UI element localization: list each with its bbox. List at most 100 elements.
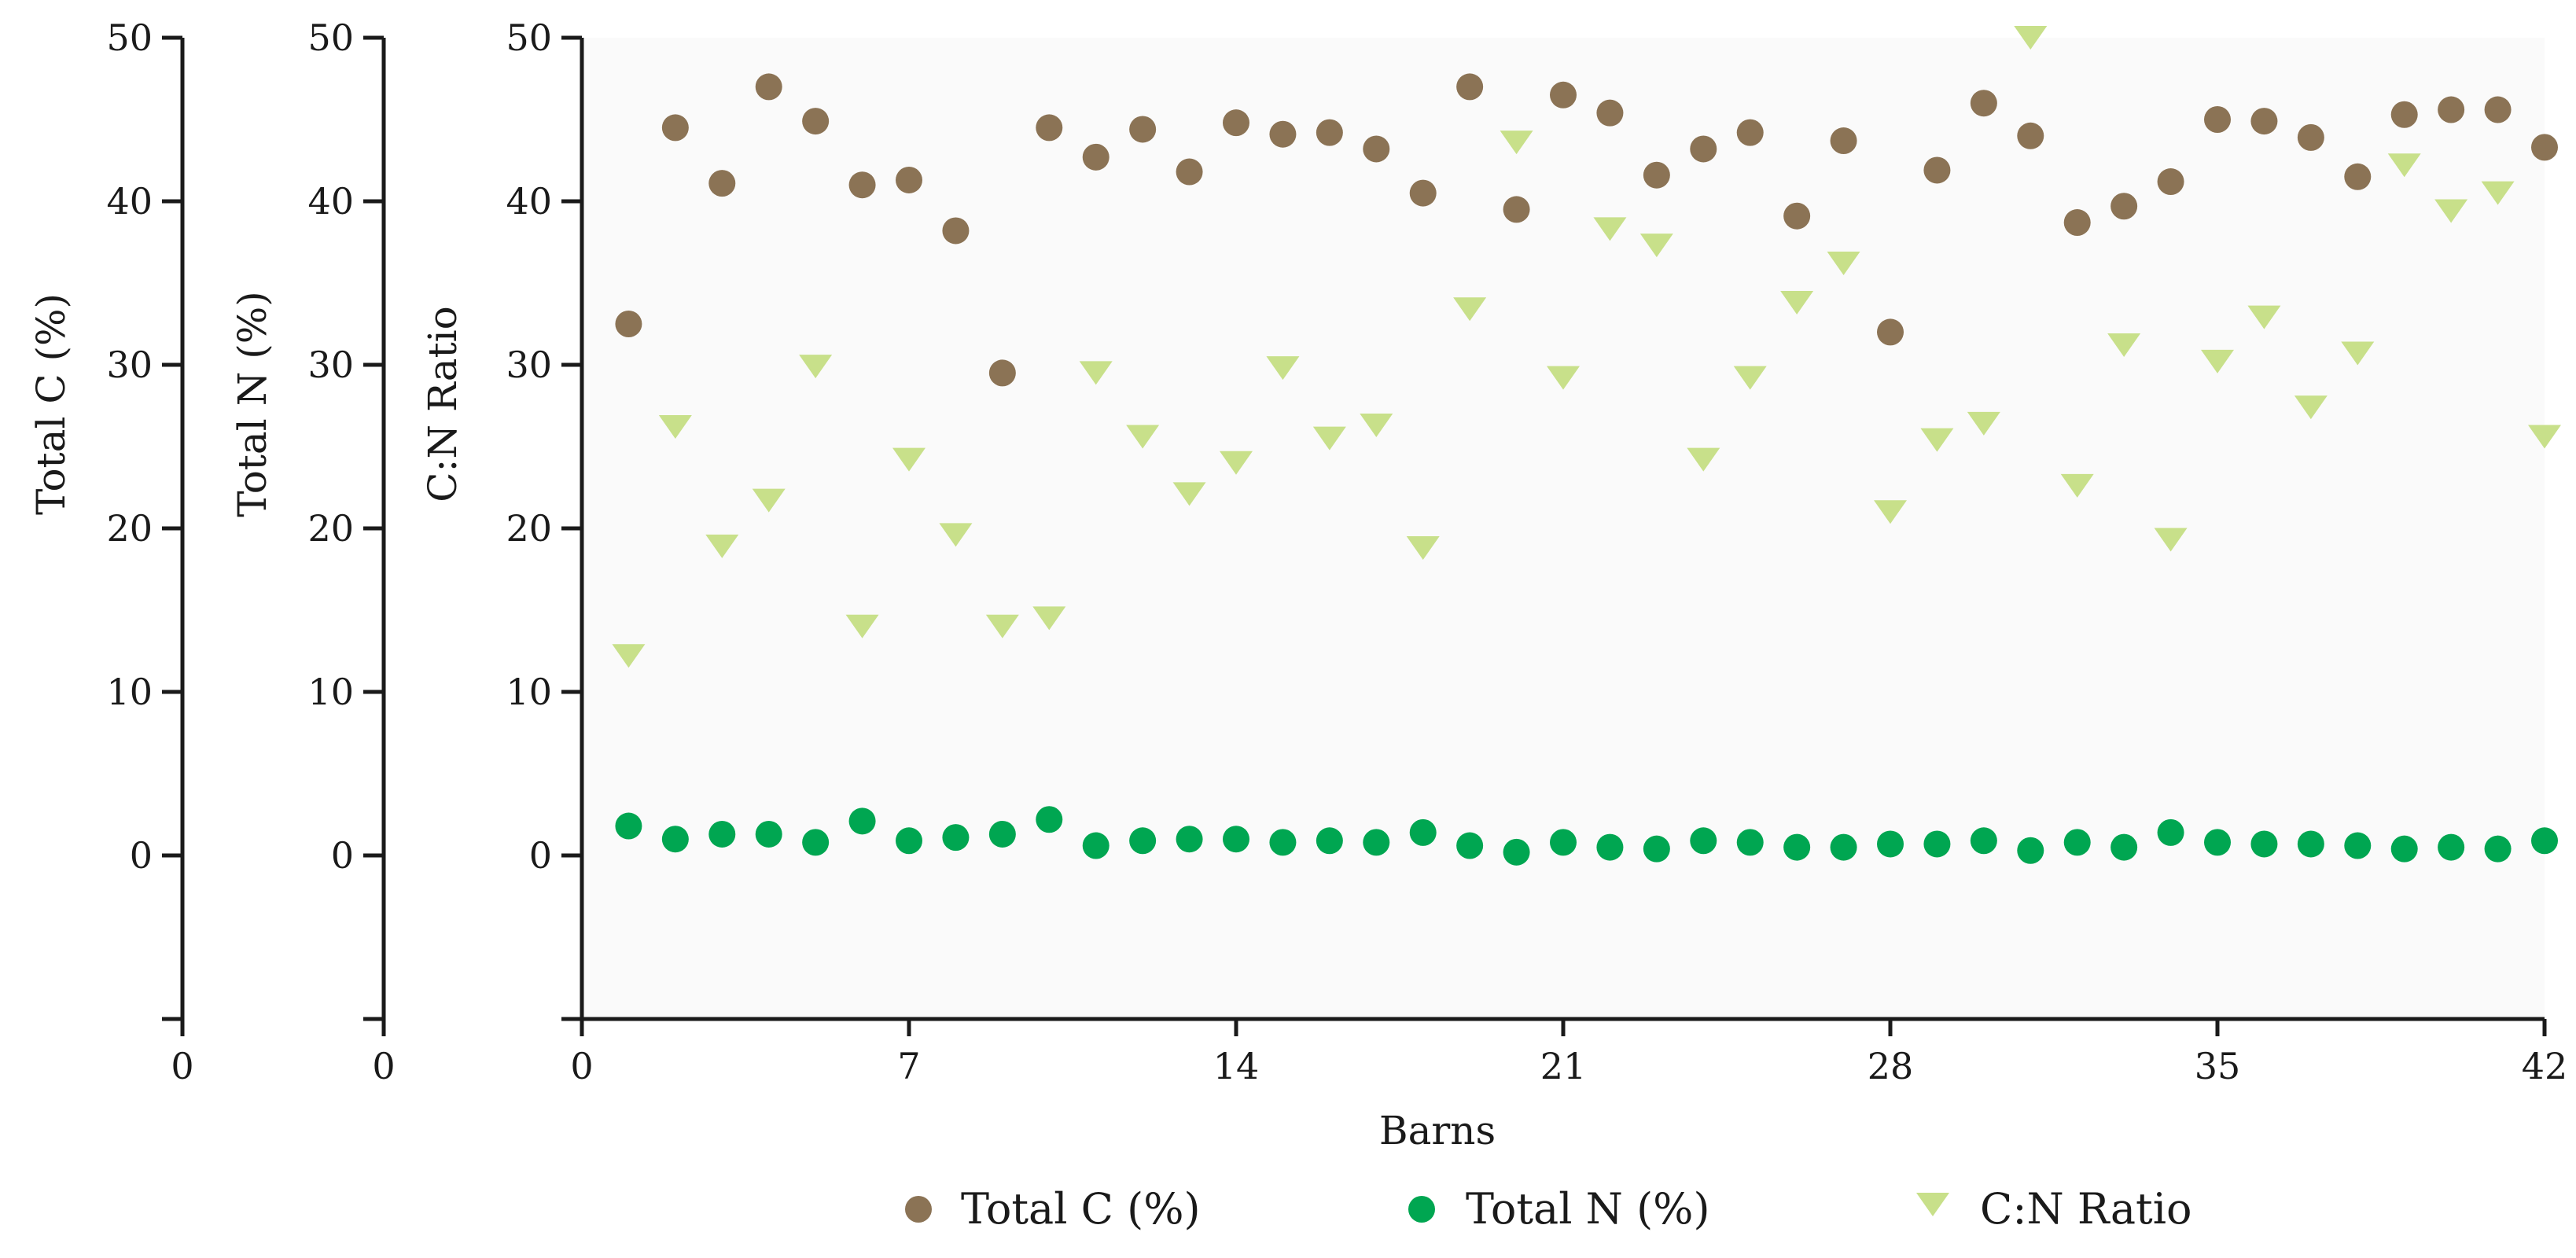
total_n-point (708, 820, 736, 848)
total_c-point (2017, 122, 2044, 149)
cn_ratio-point (1967, 411, 2000, 436)
total_n-point (896, 827, 922, 855)
legend-item-total_n: Total N (%) (1408, 1184, 1710, 1234)
total_n-point (1503, 838, 1530, 866)
total_c-point (2204, 106, 2231, 133)
total_n-point (2438, 833, 2465, 861)
total_c-point (1363, 135, 1390, 163)
cn_ratio-point (799, 355, 833, 379)
total_c-point (1316, 119, 1343, 146)
total_n-point (802, 829, 830, 856)
cn_ratio-point (892, 447, 926, 472)
cn_ratio-point (2341, 341, 2375, 366)
total_c-point (2063, 209, 2091, 237)
x-tick-label: 7 (897, 1045, 920, 1087)
total_c-point (2484, 96, 2512, 123)
cn_ratio-point (1266, 356, 1300, 381)
total_n-point (2484, 835, 2512, 863)
cn_ratio-point (1360, 413, 1393, 437)
cn_ratio-point (985, 614, 1019, 638)
y-tick-label: 50 (506, 17, 552, 59)
cn_ratio-point (1312, 426, 1346, 451)
total_n-point (1223, 826, 1249, 853)
total_c-point (848, 171, 876, 199)
cn_ratio-point (2247, 305, 2281, 329)
cn_ratio-point (1593, 217, 1627, 241)
cn_ratio-point (1827, 252, 1860, 276)
y-tick-label: 30 (506, 344, 552, 386)
cn_ratio-point (845, 614, 879, 638)
cn_ratio-point (1733, 366, 1767, 390)
series-total_n (615, 806, 2558, 866)
x-tick-label: 14 (1213, 1045, 1260, 1087)
cn_ratio-point (1032, 606, 1066, 631)
cn_ratio-point (1126, 425, 1160, 449)
total_c-point (1176, 158, 1203, 186)
x-axis: 0 7 14 21 28 35 42 Barns (570, 1017, 2567, 1153)
cn_ratio-point (1453, 297, 1487, 322)
total_c-point (1643, 161, 1670, 189)
y-axis-total_n: 0 10 20 30 40 50 0 Total N (%) (230, 17, 396, 1087)
y-tick-label: 50 (307, 17, 354, 59)
total_n-point (1456, 832, 1484, 859)
total_n-point (1036, 806, 1063, 833)
total_c-point (1036, 114, 1063, 142)
total_n-point (661, 826, 689, 853)
cn_ratio-point (1079, 361, 1113, 385)
total_n-point (1129, 827, 1157, 855)
legend-marker-total_c (905, 1196, 932, 1223)
plot-background (582, 38, 2545, 1019)
cn_ratio-point (2481, 181, 2515, 205)
total_c-point (1877, 318, 1904, 346)
total_n-point (942, 824, 970, 852)
total_c-point (1269, 120, 1297, 148)
y-axis-total_c: 0 10 20 30 40 50 0 Total C (%) (28, 17, 194, 1087)
total_c-point (1923, 156, 1951, 184)
cn_ratio-point (612, 644, 646, 668)
y-tick-label: 30 (106, 344, 153, 386)
y-tick-label: 10 (506, 671, 552, 713)
y-tick-label: 20 (307, 507, 354, 550)
cn_ratio-point (2014, 26, 2048, 50)
y-tick-label: 0 (331, 834, 354, 877)
y-tick-label: 0 (130, 834, 153, 877)
legend-marker-total_n (1408, 1196, 1435, 1223)
cn_ratio-point (2060, 473, 2094, 498)
data-points-group (612, 26, 2561, 866)
y-tick-label: 0 (529, 834, 552, 877)
total_c-point (1223, 109, 1249, 137)
cn_ratio-point (1547, 366, 1580, 390)
cn_ratio-point (1220, 451, 1253, 475)
legend-label-total_c: Total C (%) (961, 1184, 1201, 1234)
total_n-point (2110, 833, 2138, 861)
total_n-point (1596, 833, 1624, 861)
total_c-point (615, 311, 642, 337)
total_n-point (1830, 833, 1857, 861)
legend-item-cn_ratio: C:N Ratio (1916, 1184, 2192, 1234)
total_n-point (2531, 827, 2558, 855)
cn_ratio-point (2387, 153, 2421, 178)
total_n-point (1363, 829, 1390, 856)
total_c-point (802, 108, 830, 135)
total_c-point (1596, 99, 1624, 127)
cn_ratio-point (2528, 425, 2561, 449)
total_c-point (2110, 193, 2138, 220)
total_n-point (1082, 832, 1110, 859)
total_n-point (1877, 830, 1904, 858)
total_c-point (1970, 90, 1997, 117)
total_c-point (1690, 135, 1717, 163)
y-axis-cn_ratio: 0 10 20 30 40 50 C:N Ratio (420, 17, 584, 1036)
total_c-point (1736, 119, 1764, 146)
total_n-point (988, 820, 1016, 848)
total_c-point (1783, 202, 1811, 230)
x-tick-label: 21 (1540, 1045, 1587, 1087)
total_n-point (1269, 829, 1297, 856)
series-cn_ratio (612, 26, 2561, 668)
cn_ratio-point (1687, 447, 1720, 472)
cn_ratio-point (1639, 234, 1673, 258)
y-tick-label: 40 (307, 180, 354, 223)
legend-label-cn_ratio: C:N Ratio (1980, 1184, 2192, 1234)
total_n-point (615, 812, 642, 840)
total_n-point (1970, 827, 1997, 855)
legend: Total C (%) Total N (%) C:N Ratio (905, 1184, 2192, 1234)
